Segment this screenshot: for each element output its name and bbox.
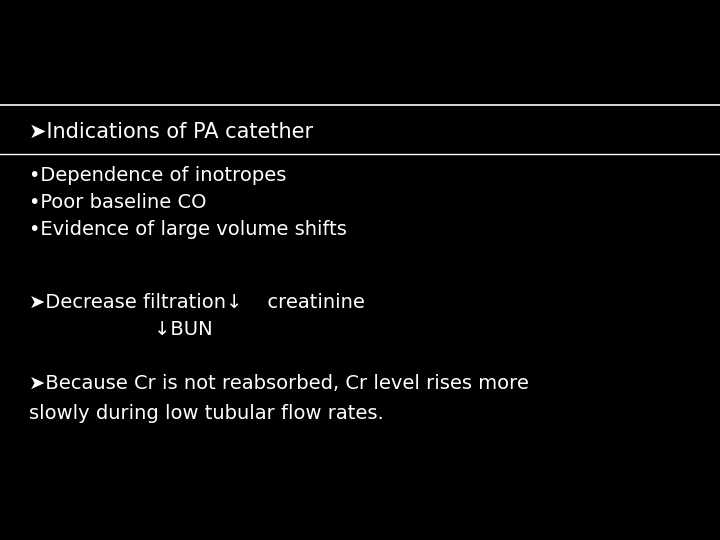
Text: •Poor baseline CO: •Poor baseline CO — [29, 193, 207, 212]
Text: slowly during low tubular flow rates.: slowly during low tubular flow rates. — [29, 403, 384, 423]
Text: ➤Decrease filtration↓    creatinine: ➤Decrease filtration↓ creatinine — [29, 293, 364, 312]
Text: ➤Because Cr is not reabsorbed, Cr level rises more: ➤Because Cr is not reabsorbed, Cr level … — [29, 374, 528, 393]
Text: •Evidence of large volume shifts: •Evidence of large volume shifts — [29, 220, 346, 239]
Text: •Dependence of inotropes: •Dependence of inotropes — [29, 166, 286, 185]
Text: ➤Indications of PA catether: ➤Indications of PA catether — [29, 122, 313, 143]
Text: ↓BUN: ↓BUN — [29, 320, 212, 339]
